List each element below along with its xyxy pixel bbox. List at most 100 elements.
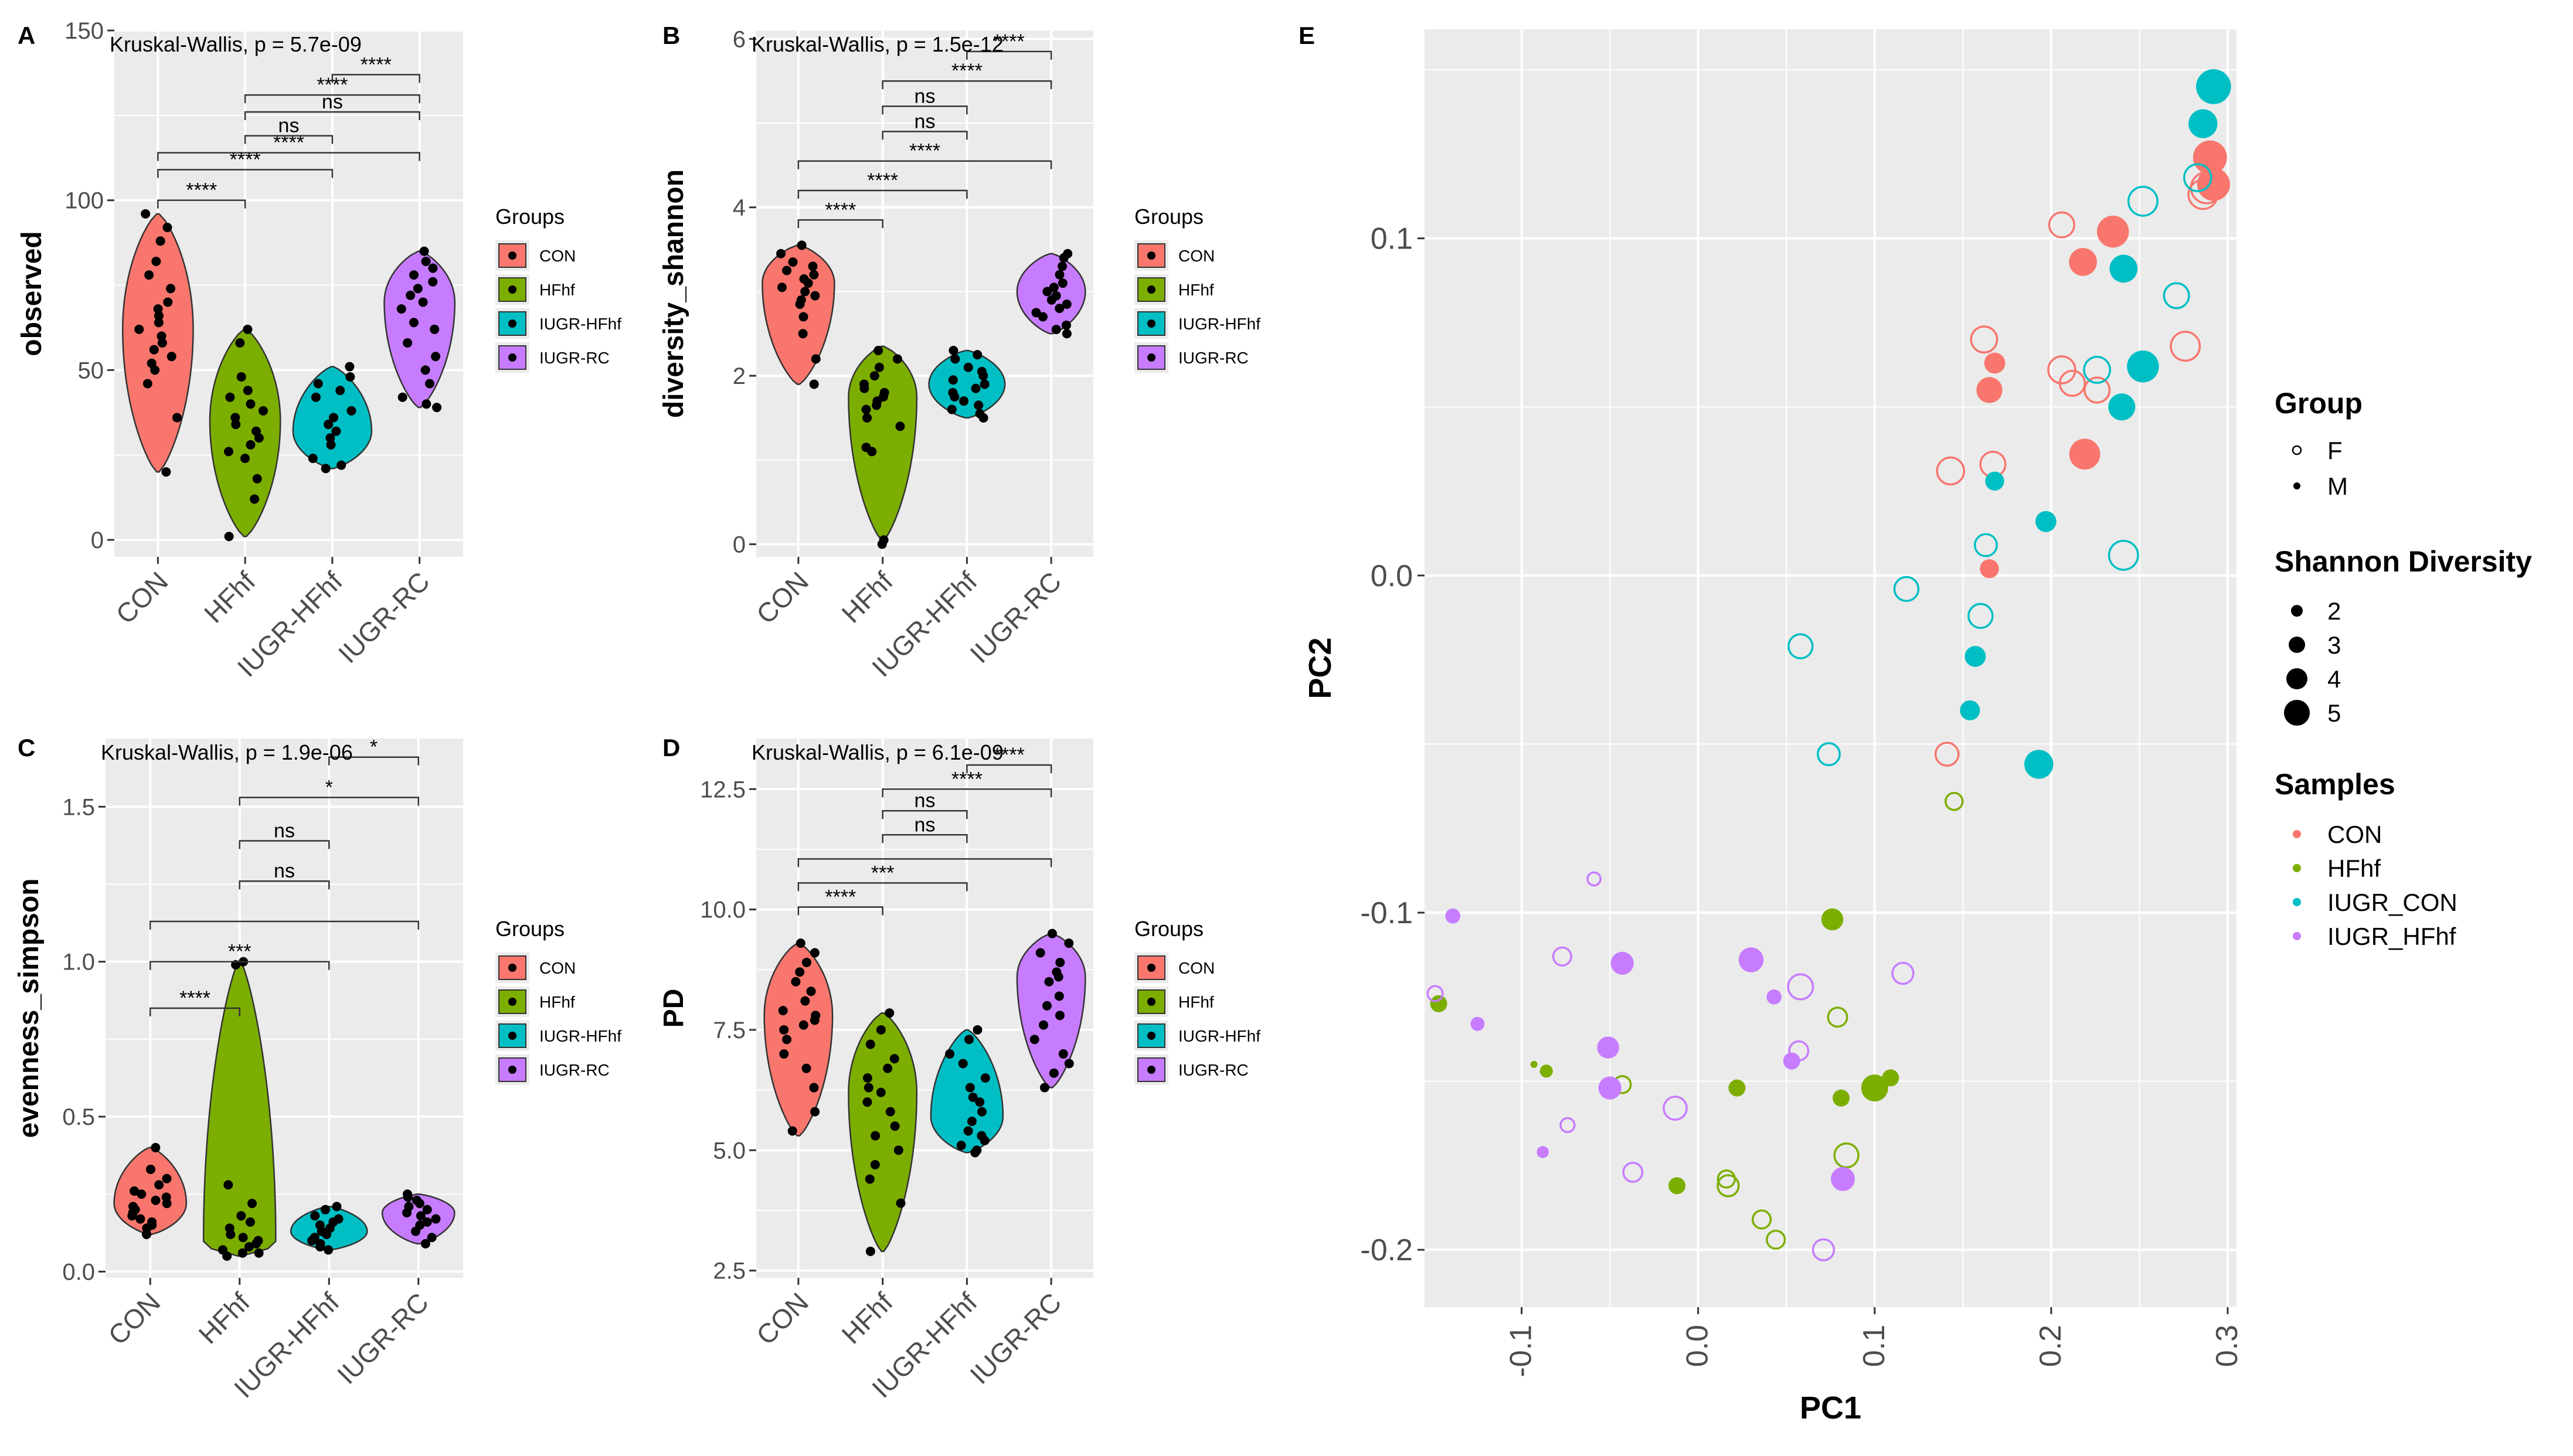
data-point xyxy=(791,977,801,986)
scatter-point-IUGR_CON xyxy=(2188,109,2218,138)
legend-label: HFhf xyxy=(1178,281,1214,299)
data-point xyxy=(163,297,173,307)
scatter-point-IUGR_HFhf xyxy=(1663,1096,1688,1121)
data-point xyxy=(1053,972,1063,982)
data-point xyxy=(1059,253,1069,263)
comparison-bracket xyxy=(882,788,1052,798)
scatter-point-IUGR_HFhf xyxy=(1552,946,1572,967)
data-point xyxy=(876,1087,886,1097)
data-point xyxy=(247,1199,257,1209)
legend-key-female xyxy=(2292,445,2302,455)
data-point xyxy=(431,1214,441,1224)
data-point xyxy=(149,345,159,355)
comparison-bracket xyxy=(149,961,330,970)
scatter-point-IUGR_HFhf xyxy=(1766,989,1782,1005)
scatter-point-IUGR_CON xyxy=(2127,185,2159,217)
data-point xyxy=(893,1145,903,1155)
data-point xyxy=(809,1083,819,1093)
data-point xyxy=(413,284,423,294)
data-point xyxy=(155,236,165,246)
legend-label: CON xyxy=(1178,959,1215,977)
comparison-bracket xyxy=(797,219,883,229)
data-point xyxy=(806,986,816,996)
legend-key-IUGR-HFhf xyxy=(1137,311,1165,336)
data-point xyxy=(409,270,419,280)
data-point xyxy=(1055,270,1065,280)
data-point xyxy=(162,223,172,233)
legend-size-key xyxy=(2291,605,2303,617)
data-point xyxy=(346,406,356,416)
data-point xyxy=(1031,308,1041,318)
data-point xyxy=(1055,957,1065,967)
significance-label: * xyxy=(370,736,378,758)
scatter-point-HFhf xyxy=(1861,1074,1888,1102)
data-point xyxy=(157,338,167,348)
y-tick-label: 0.1 xyxy=(1371,222,1413,256)
significance-label: ns xyxy=(278,115,300,137)
data-point xyxy=(964,1035,974,1045)
legend-label: HFhf xyxy=(539,281,575,299)
data-point xyxy=(778,1006,788,1016)
scatter-point-IUGR_CON xyxy=(2035,511,2057,532)
scatter-point-IUGR_CON xyxy=(1973,533,1998,557)
scatter-point-IUGR_HFhf xyxy=(1622,1161,1644,1183)
scatter-point-IUGR_HFhf xyxy=(1559,1117,1576,1134)
comparison-bracket xyxy=(244,135,334,144)
scatter-point-HFhf xyxy=(1827,1006,1848,1028)
data-point xyxy=(1064,1059,1074,1069)
data-point xyxy=(251,1239,261,1249)
violin-IUGR-HFhf xyxy=(930,1029,1004,1154)
data-point xyxy=(127,1211,137,1221)
y-tick-label: 0 xyxy=(733,532,746,557)
panel-letter-B: B xyxy=(662,22,680,49)
data-point xyxy=(978,371,988,381)
panel-letter-C: C xyxy=(18,734,35,761)
data-point xyxy=(313,379,323,389)
legend-size-key xyxy=(2284,700,2310,726)
scatter-point-IUGR_HFhf xyxy=(1891,961,1915,985)
comparison-bracket xyxy=(157,152,420,161)
data-point xyxy=(796,938,805,948)
legend-label: 3 xyxy=(2327,631,2341,659)
data-point xyxy=(1049,1068,1059,1078)
data-point xyxy=(406,290,416,300)
scatter-point-IUGR_CON xyxy=(2108,539,2139,571)
scatter-legends: Group FM Shannon Diversity 2 3 4 5 Samples CON HF… xyxy=(2275,387,2532,950)
scatter-point-HFhf xyxy=(1717,1174,1740,1198)
data-point xyxy=(161,467,171,477)
scatter-point-IUGR_CON xyxy=(2163,282,2190,309)
data-point xyxy=(896,1198,906,1208)
y-tick-label: 6 xyxy=(733,26,746,52)
legend-key-dot xyxy=(1147,998,1155,1006)
data-point xyxy=(861,404,871,414)
kruskal-wallis-label: Kruskal-Wallis, p = 1.5e-12 xyxy=(752,32,1004,56)
significance-label: **** xyxy=(867,169,898,192)
data-point xyxy=(328,413,338,423)
legend-label: IUGR-RC xyxy=(1178,1061,1249,1079)
data-point xyxy=(311,392,321,402)
data-point xyxy=(231,420,241,430)
data-point xyxy=(890,1121,900,1131)
data-point xyxy=(1061,320,1071,330)
legend-label: HFhf xyxy=(2327,855,2381,882)
scatter-point-CON xyxy=(2069,438,2100,470)
y-tick-label: 4 xyxy=(733,195,746,221)
data-point xyxy=(965,1083,975,1093)
data-point xyxy=(151,1142,161,1152)
scatter-point-HFhf xyxy=(1539,1064,1553,1078)
legend-sample-key xyxy=(2293,898,2301,906)
data-point xyxy=(246,440,256,450)
x-tick-label: 0.1 xyxy=(1857,1325,1891,1367)
legend-key-dot xyxy=(508,285,516,294)
data-point xyxy=(1055,304,1065,314)
data-point xyxy=(865,1174,875,1184)
data-point xyxy=(308,453,318,463)
data-point xyxy=(222,1251,232,1261)
data-point xyxy=(1049,283,1059,292)
data-point xyxy=(422,1205,432,1215)
data-point xyxy=(421,256,431,266)
significance-label: **** xyxy=(909,140,940,162)
data-point xyxy=(798,329,808,339)
scatter-point-IUGR_CON xyxy=(2196,69,2231,104)
data-point xyxy=(859,383,869,393)
